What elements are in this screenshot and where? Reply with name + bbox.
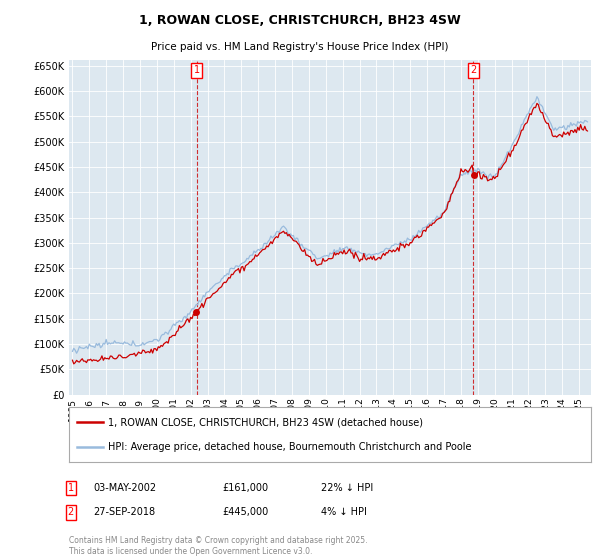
- Text: 1: 1: [68, 483, 74, 493]
- Text: 1, ROWAN CLOSE, CHRISTCHURCH, BH23 4SW (detached house): 1, ROWAN CLOSE, CHRISTCHURCH, BH23 4SW (…: [108, 418, 423, 427]
- Text: 03-MAY-2002: 03-MAY-2002: [93, 483, 156, 493]
- Text: £445,000: £445,000: [222, 507, 268, 517]
- Text: Price paid vs. HM Land Registry's House Price Index (HPI): Price paid vs. HM Land Registry's House …: [151, 42, 449, 52]
- Text: £161,000: £161,000: [222, 483, 268, 493]
- Text: HPI: Average price, detached house, Bournemouth Christchurch and Poole: HPI: Average price, detached house, Bour…: [108, 442, 472, 451]
- Text: Contains HM Land Registry data © Crown copyright and database right 2025.
This d: Contains HM Land Registry data © Crown c…: [69, 536, 367, 556]
- Text: 2: 2: [470, 66, 476, 76]
- Text: 1: 1: [194, 66, 200, 76]
- Text: 2: 2: [68, 507, 74, 517]
- Text: 4% ↓ HPI: 4% ↓ HPI: [321, 507, 367, 517]
- Text: 27-SEP-2018: 27-SEP-2018: [93, 507, 155, 517]
- Text: 1, ROWAN CLOSE, CHRISTCHURCH, BH23 4SW: 1, ROWAN CLOSE, CHRISTCHURCH, BH23 4SW: [139, 14, 461, 27]
- Text: 22% ↓ HPI: 22% ↓ HPI: [321, 483, 373, 493]
